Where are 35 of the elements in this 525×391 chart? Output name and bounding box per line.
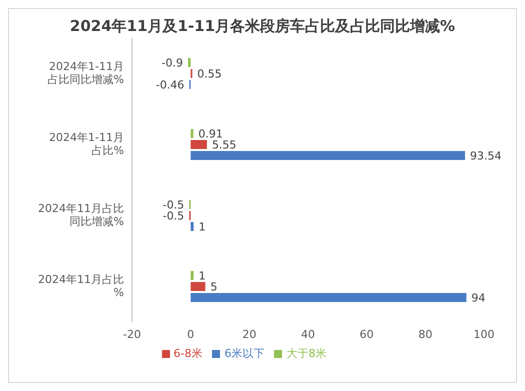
x-tick-label: 100 <box>474 328 494 341</box>
data-label: 5.55 <box>212 138 236 152</box>
data-label: 1 <box>198 220 206 234</box>
data-label: -0.5 <box>162 209 184 222</box>
data-label: 0.55 <box>197 67 222 80</box>
y-tick-label: 2024年11月占比% <box>38 273 124 300</box>
bar <box>190 151 466 160</box>
bar <box>190 282 206 291</box>
legend-label: 6米以下 <box>224 347 264 360</box>
y-tick-label: 2024年1-11月占比同比增减% <box>48 60 124 86</box>
y-tick-label: 2024年11月占比同比增减% <box>38 202 124 228</box>
data-label: 93.54 <box>470 149 502 162</box>
legend-label: 大于8米 <box>286 347 326 360</box>
y-tick-label: 2024年1-11月占比% <box>49 131 124 158</box>
legend-label: 6-8米 <box>174 347 202 360</box>
data-label: -0.5 <box>162 198 184 212</box>
x-tick-label: -20 <box>123 328 141 341</box>
data-label: 94 <box>471 291 486 304</box>
bar <box>190 293 466 302</box>
bar <box>190 271 194 280</box>
data-label: 1 <box>198 269 206 282</box>
x-tick-label: 60 <box>360 328 374 341</box>
x-tick-label: 0 <box>187 328 194 341</box>
data-label: -0.46 <box>156 78 184 92</box>
data-label: -0.9 <box>162 56 184 70</box>
bar <box>190 140 207 149</box>
bar <box>188 58 191 67</box>
x-tick-label: 40 <box>301 328 315 341</box>
x-tick-label: 80 <box>418 328 432 341</box>
bar <box>190 129 194 138</box>
x-tick-label: 20 <box>242 328 256 341</box>
data-label: 0.91 <box>198 127 223 140</box>
bar <box>190 222 194 231</box>
data-label: 5 <box>210 280 218 294</box>
chart-title: 2024年11月及1-11月各米段房车占比及占比同比增减% <box>68 16 456 36</box>
